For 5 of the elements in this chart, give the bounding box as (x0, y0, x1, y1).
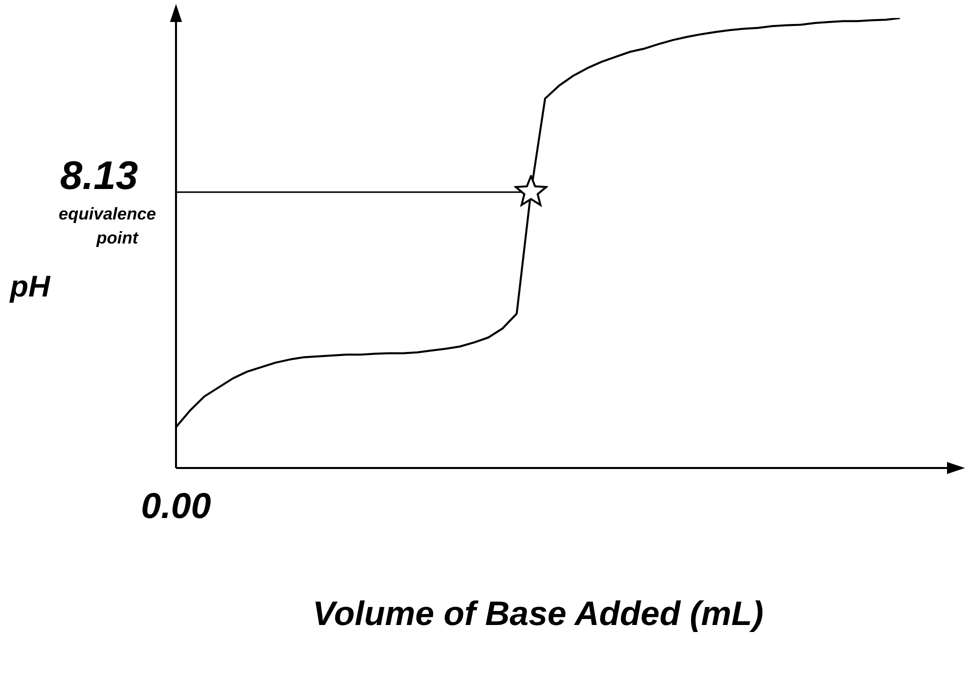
text: equivalence point (58, 204, 156, 248)
x-axis-title: Volume of Base Added (mL) (312, 594, 764, 633)
text: 0.00 (140, 484, 212, 526)
text: 8.13 (60, 154, 138, 198)
y-axis-title: pH (9, 270, 52, 304)
